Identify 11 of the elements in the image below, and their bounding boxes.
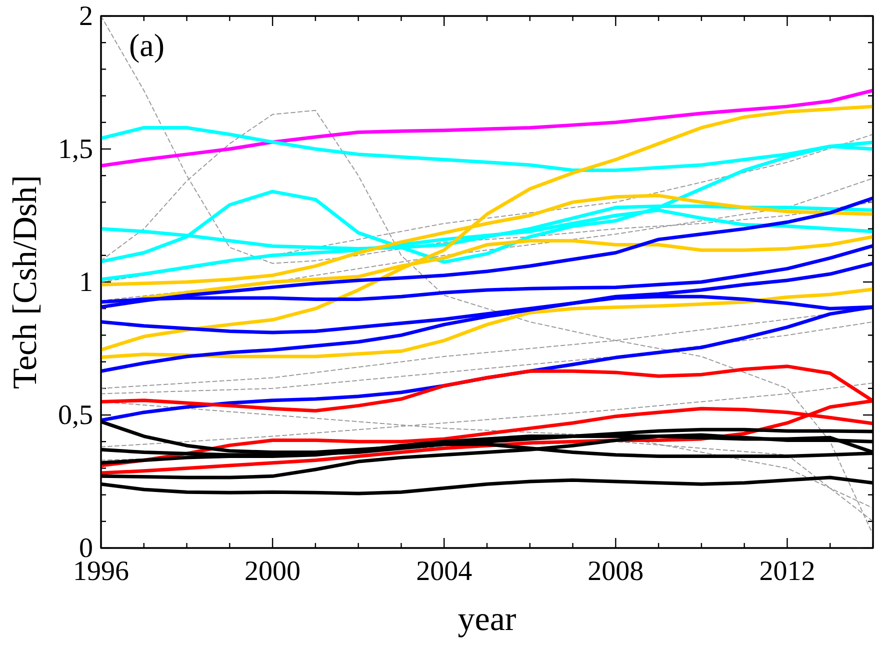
y-tick-label: 2	[79, 0, 93, 32]
y-tick-label: 1	[79, 266, 93, 298]
annotation: (a)	[129, 27, 165, 63]
x-axis-title: year	[458, 601, 517, 638]
x-tick-label: 2000	[244, 556, 301, 587]
y-tick-label: 1,5	[58, 134, 93, 165]
y-axis-title: Tech [Csh/Dsh]	[7, 175, 44, 389]
x-tick-label: 2012	[759, 556, 816, 587]
y-tick-label: 0,5	[58, 400, 93, 431]
x-tick-label: 2004	[416, 556, 472, 587]
x-tick-label: 2008	[588, 556, 644, 587]
